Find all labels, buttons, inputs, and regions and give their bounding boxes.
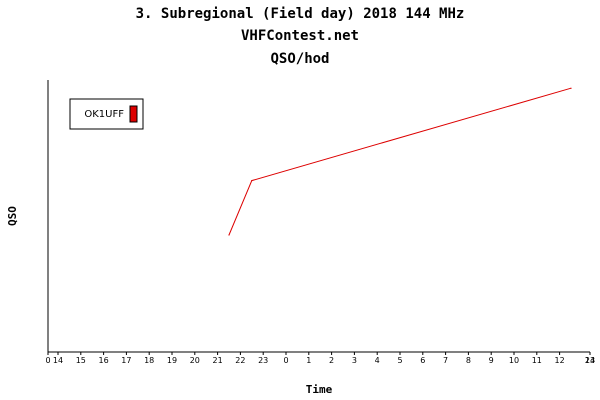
x-tick-label: 15 <box>76 356 86 365</box>
x-tick-label: 7 <box>443 356 448 365</box>
chart-subtitle: VHFContest.net <box>240 28 359 44</box>
chart-title: 3. Subregional (Field day) 2018 144 MHz <box>135 6 465 22</box>
x-tick-label: 22 <box>235 356 245 365</box>
x-tick-label: 18 <box>144 356 154 365</box>
x-tick-label: 23 <box>258 356 268 365</box>
x-tick-label: 4 <box>375 356 380 365</box>
data-point <box>251 180 253 182</box>
x-tick-label: 8 <box>466 356 471 365</box>
x-tick-label: 2 <box>329 356 334 365</box>
data-point <box>228 234 230 236</box>
x-tick-label: 9 <box>489 356 494 365</box>
x-axis-title: Time <box>306 383 333 396</box>
x-tick-label: 0 <box>45 356 50 365</box>
x-tick-label: 10 <box>509 356 519 365</box>
x-tick-label: 3 <box>352 356 357 365</box>
legend: OK1UFF <box>69 98 144 130</box>
x-tick-label: 16 <box>99 356 109 365</box>
chart-metric-label: QSO/hod <box>270 51 330 67</box>
axes <box>47 80 590 353</box>
plot-lines <box>228 87 572 236</box>
x-tick-label: 5 <box>397 356 402 365</box>
y-axis-title: QSO <box>6 206 19 226</box>
legend-swatch <box>129 105 138 123</box>
x-tick-label: 1 <box>306 356 311 365</box>
x-tick-label: 14 <box>53 356 63 365</box>
x-tick-label: 17 <box>121 356 131 365</box>
x-tick-label: 20 <box>190 356 200 365</box>
legend-label: OK1UFF <box>84 109 124 120</box>
series-line-ok1uff <box>228 87 572 236</box>
x-tick-label: 24 <box>585 356 595 365</box>
x-tick-label: 12 <box>555 356 565 365</box>
x-tick-label: 6 <box>420 356 425 365</box>
x-tick-label: 0 <box>283 356 288 365</box>
x-ticks: 0 14 15 16 17 18 19 20 21 22 23 0 1 2 3 4 5 6 7 8 9 10 11 12 132… <box>45 352 595 365</box>
data-point <box>570 87 572 89</box>
x-tick-label: 11 <box>532 356 542 365</box>
x-tick-label: 13 <box>585 356 595 365</box>
x-tick-label: 19 <box>167 356 177 365</box>
x-tick-label: 21 <box>213 356 223 365</box>
